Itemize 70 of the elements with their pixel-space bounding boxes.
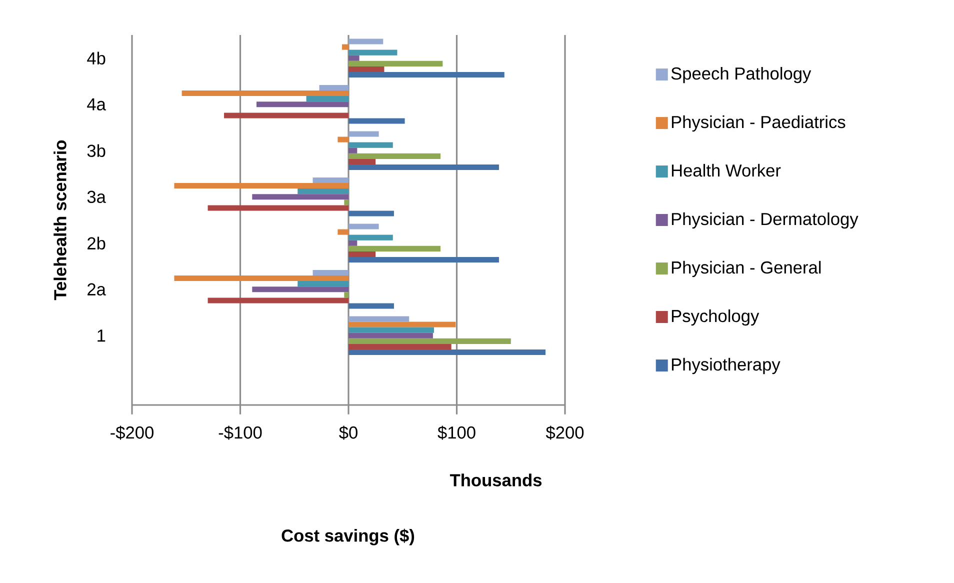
y-tick-label: 2a (88, 283, 106, 296)
legend-label: Physician - Paediatrics (672, 115, 846, 132)
bar (348, 55, 360, 61)
bar (348, 142, 393, 148)
legend-label: Physician - General (672, 260, 821, 278)
bar (256, 102, 349, 108)
y-axis-title: Telehealth scenario (54, 140, 66, 300)
bar (348, 316, 410, 322)
bar (224, 112, 349, 118)
text: Thousands (450, 474, 542, 486)
bar (348, 240, 358, 246)
bar (348, 344, 452, 350)
legend-label: Psychology (672, 309, 760, 326)
bar (348, 332, 433, 338)
bar (348, 303, 394, 309)
y-tick-label: 1 (98, 330, 106, 342)
bar (338, 136, 349, 142)
bar (348, 224, 379, 230)
bar (348, 148, 358, 154)
bar (348, 38, 384, 44)
bar (174, 183, 349, 189)
bar (348, 153, 441, 159)
bar (348, 257, 499, 263)
legend-label: Health Worker (672, 164, 781, 177)
bar (342, 44, 349, 50)
legend-label: Speech Pathology (671, 66, 812, 84)
bar (348, 322, 456, 328)
bar (298, 281, 349, 287)
bar (348, 131, 379, 137)
x-tick-label: -$200 (110, 426, 154, 440)
bar (348, 327, 434, 333)
bar (306, 96, 349, 102)
bar (348, 72, 504, 78)
bar (348, 251, 376, 258)
bar (348, 338, 511, 344)
bar (208, 205, 349, 211)
legend-label: Physiotherapy (672, 358, 780, 374)
bar (344, 292, 349, 298)
legend-label: Physician - Dermatology (672, 212, 858, 229)
bar (348, 158, 376, 165)
text: Cost savings ($) (282, 528, 414, 546)
bar (348, 118, 405, 124)
bar (338, 229, 349, 235)
bar (312, 177, 349, 184)
bar (174, 276, 349, 282)
x-tick-label: $0 (339, 426, 358, 440)
bar (348, 246, 441, 252)
x-tick-label: $100 (438, 426, 476, 440)
bar (252, 286, 349, 292)
x-tick-label: $200 (546, 426, 584, 440)
bar (348, 66, 384, 72)
bar (348, 60, 443, 66)
bar (312, 270, 349, 276)
bar (348, 350, 546, 356)
bar (319, 84, 349, 91)
bar (208, 298, 349, 304)
y-tick-label: 3b (87, 144, 106, 157)
bar (182, 90, 349, 96)
bar (348, 234, 393, 240)
bar (348, 50, 398, 56)
bar (344, 200, 349, 206)
y-tick-label: 4a (87, 98, 106, 110)
y-tick-label: 4b (87, 52, 106, 64)
bar (348, 164, 499, 170)
bar (298, 188, 349, 194)
y-tick-label: 3a (87, 190, 106, 204)
bar (348, 210, 394, 216)
y-tick-label: 2b (88, 236, 106, 250)
x-tick-label: -$100 (218, 426, 262, 440)
bar (252, 194, 349, 200)
